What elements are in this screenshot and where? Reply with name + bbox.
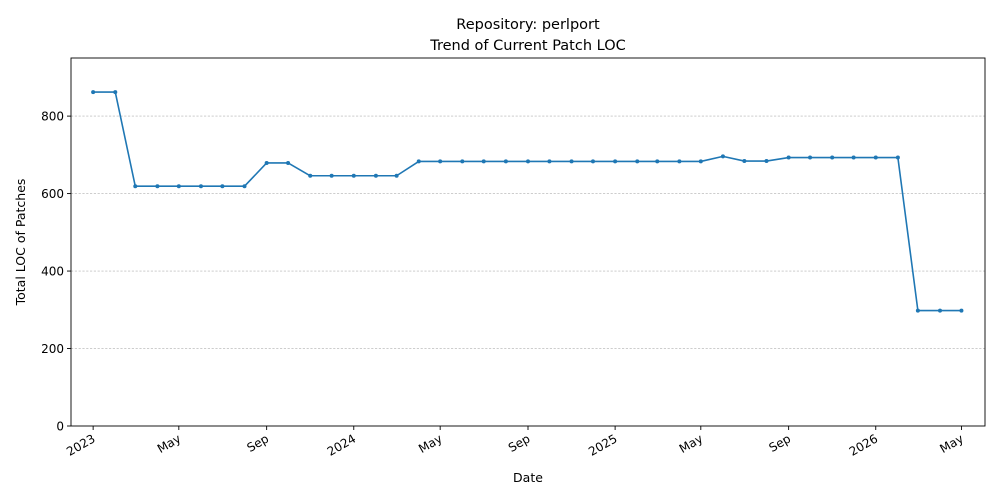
data-point bbox=[176, 184, 181, 189]
data-point bbox=[698, 159, 703, 164]
plot-area-frame bbox=[70, 57, 986, 427]
data-point bbox=[91, 90, 96, 95]
data-point bbox=[460, 159, 465, 164]
data-point bbox=[764, 159, 769, 164]
data-point bbox=[503, 159, 508, 164]
y-tick-label: 0 bbox=[56, 419, 64, 433]
data-point bbox=[655, 159, 660, 164]
x-tick-label: 2024 bbox=[325, 431, 358, 458]
x-tick-label: Sep bbox=[245, 431, 272, 454]
data-point bbox=[547, 159, 552, 164]
data-point bbox=[481, 159, 486, 164]
series-line bbox=[93, 91, 962, 312]
data-point bbox=[873, 155, 878, 160]
x-axis-ticks: 2023 May Sep 2024 May Sep 2025 May Sep 2026 May bbox=[64, 426, 966, 459]
data-point bbox=[786, 155, 791, 160]
data-point bbox=[133, 184, 138, 189]
data-point bbox=[830, 155, 835, 160]
data-point bbox=[416, 159, 421, 164]
chart-title-line-1: Repository: perlport bbox=[456, 17, 600, 33]
data-point bbox=[198, 184, 203, 189]
data-point bbox=[264, 160, 269, 165]
x-tick-label: Sep bbox=[767, 431, 794, 454]
x-axis-label: Date bbox=[513, 470, 543, 485]
y-tick-label: 600 bbox=[41, 187, 64, 201]
data-point bbox=[308, 173, 313, 178]
data-point bbox=[373, 173, 378, 178]
data-point bbox=[959, 308, 964, 313]
data-point bbox=[155, 184, 160, 189]
data-point bbox=[242, 184, 247, 189]
data-point bbox=[526, 159, 530, 164]
y-tick-label: 200 bbox=[41, 342, 64, 356]
data-point bbox=[286, 160, 291, 165]
x-tick-label: May bbox=[677, 431, 705, 456]
x-tick-label: Sep bbox=[506, 431, 533, 454]
y-tick-label: 800 bbox=[41, 109, 64, 123]
data-point bbox=[569, 159, 574, 164]
series-line-group bbox=[93, 91, 962, 312]
data-point bbox=[915, 308, 920, 313]
x-tick-label: 2025 bbox=[586, 431, 619, 458]
x-tick-label: May bbox=[155, 431, 183, 456]
data-point bbox=[220, 184, 225, 189]
data-point bbox=[808, 155, 813, 160]
y-axis-label: Total LOC of Patches bbox=[13, 179, 28, 307]
x-tick-label: May bbox=[937, 431, 965, 456]
data-point bbox=[742, 159, 747, 164]
x-tick-label: May bbox=[416, 431, 444, 456]
data-point bbox=[677, 159, 682, 164]
y-tick-label: 400 bbox=[41, 264, 64, 278]
data-point bbox=[329, 173, 334, 178]
data-point bbox=[938, 308, 943, 313]
y-axis-ticks: 0 200 400 600 800 bbox=[41, 109, 71, 433]
data-point bbox=[351, 173, 356, 178]
data-points bbox=[91, 90, 964, 313]
chart-title-line-2: Trend of Current Patch LOC bbox=[429, 38, 625, 54]
gridlines bbox=[71, 115, 985, 349]
data-point bbox=[590, 159, 595, 164]
data-point bbox=[613, 159, 618, 164]
x-tick-label: 2023 bbox=[64, 431, 97, 458]
data-point bbox=[394, 173, 399, 178]
data-point bbox=[438, 159, 443, 164]
data-point bbox=[113, 90, 118, 95]
data-point bbox=[851, 155, 856, 160]
data-point bbox=[895, 155, 900, 160]
x-tick-label: 2026 bbox=[847, 431, 880, 458]
data-point bbox=[635, 159, 640, 164]
data-point bbox=[720, 154, 725, 159]
